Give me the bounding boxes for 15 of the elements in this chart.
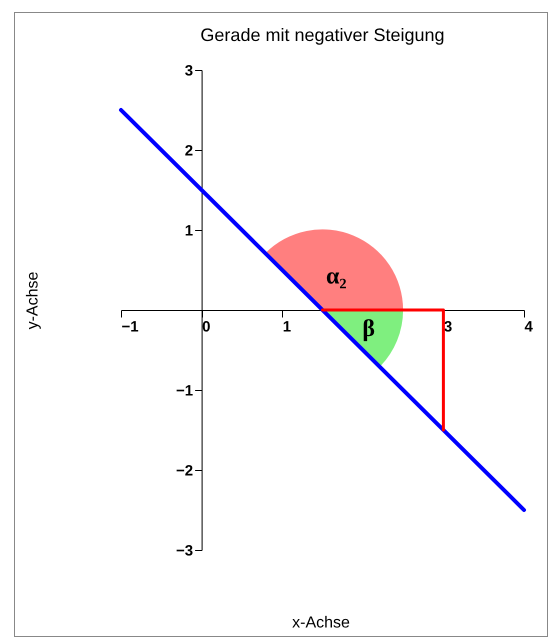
y-tick-label: 2 xyxy=(184,142,194,160)
y-tick-label: 3 xyxy=(184,62,194,80)
x-tick-label: −1 xyxy=(122,318,139,336)
chart-title: Gerade mit negativer Steigung xyxy=(200,25,445,45)
x-axis-title: x-Achse xyxy=(292,614,350,632)
y-tick-label: −1 xyxy=(176,382,194,400)
y-tick-label: −2 xyxy=(176,462,194,480)
x-tick-label: 1 xyxy=(282,318,292,336)
y-tick-label: −3 xyxy=(176,542,194,560)
x-tick-label: 0 xyxy=(202,318,210,336)
annotation: α₂ xyxy=(326,263,347,290)
annotation: β xyxy=(362,316,376,342)
x-tick-label: 4 xyxy=(524,318,534,336)
y-axis-title: y-Achse xyxy=(24,272,42,330)
y-tick-label: 1 xyxy=(184,222,194,240)
